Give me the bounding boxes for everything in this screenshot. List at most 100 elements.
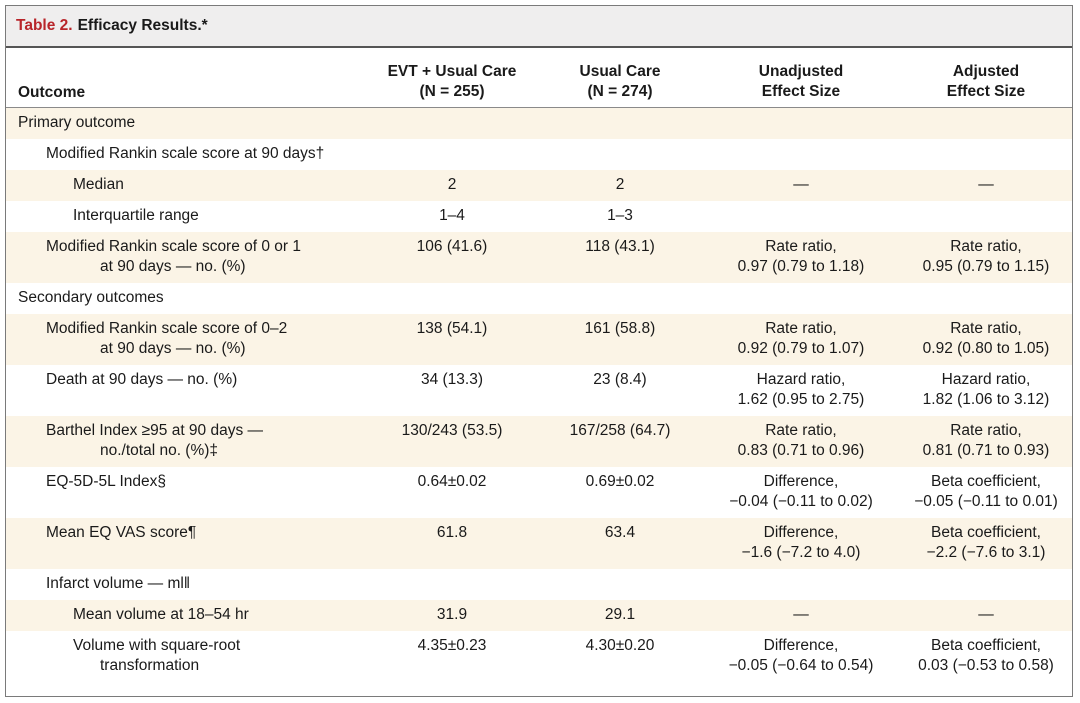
table-row: Median 2 2 — — <box>6 170 1072 201</box>
cell-line: 0.92 (0.79 to 1.07) <box>737 340 865 357</box>
cell-adjusted: Rate ratio, 0.81 (0.71 to 0.93) <box>891 421 1080 461</box>
cell-usual-care: 161 (58.8) <box>531 319 709 339</box>
table-row: Modified Rankin scale score at 90 days† <box>6 139 1072 170</box>
cell-line: 4.35±0.23 <box>417 637 487 654</box>
table-row: Death at 90 days — no. (%) 34 (13.3) 23 (8… <box>6 365 1072 416</box>
cell-line: — <box>978 176 994 193</box>
row-label-line: EQ-5D-5L Index§ <box>46 473 167 490</box>
cell-line: 1.82 (1.06 to 3.12) <box>922 391 1050 408</box>
row-label: Modified Rankin scale score at 90 days† <box>46 144 324 164</box>
cell-evt-usual-care: 34 (13.3) <box>358 370 546 390</box>
row-label-line: Mean EQ VAS score¶ <box>46 524 197 541</box>
cell-evt-usual-care: 1–4 <box>358 206 546 226</box>
cell-line: 1–4 <box>439 207 465 224</box>
table-row: Modified Rankin scale score of 0–2 at 90 … <box>6 314 1072 365</box>
cell-line: 167/258 (64.7) <box>569 422 671 439</box>
header-line: Effect Size <box>761 83 841 100</box>
cell-line: 1.62 (0.95 to 2.75) <box>737 391 865 408</box>
cell-line: — <box>978 606 994 623</box>
row-label-line: Primary outcome <box>18 114 136 131</box>
row-label-line: no./total no. (%)‡ <box>100 442 219 459</box>
table-row: Modified Rankin scale score of 0 or 1 at … <box>6 232 1072 283</box>
table-row: EQ-5D-5L Index§ 0.64±0.02 0.69±0.02 Differe… <box>6 467 1072 518</box>
row-label-line: Barthel Index ≥95 at 90 days — <box>46 422 264 439</box>
header-line: (N = 255) <box>419 83 485 100</box>
header-line: Unadjusted <box>758 63 844 80</box>
cell-line: 0.69±0.02 <box>585 473 655 490</box>
cell-line: −0.05 (−0.64 to 0.54) <box>728 657 874 674</box>
cell-line: 0.64±0.02 <box>417 473 487 490</box>
efficacy-table: Table 2. Efficacy Results.* Outcome EVT … <box>5 5 1073 697</box>
table-row: Secondary outcomes <box>6 283 1072 314</box>
cell-line: 0.97 (0.79 to 1.18) <box>737 258 865 275</box>
cell-line: — <box>793 606 809 623</box>
cell-evt-usual-care: 138 (54.1) <box>358 319 546 339</box>
cell-line: 138 (54.1) <box>416 320 488 337</box>
cell-unadjusted: Rate ratio, 0.92 (0.79 to 1.07) <box>706 319 896 359</box>
cell-usual-care: 4.30±0.20 <box>531 636 709 656</box>
table-row: Primary outcome <box>6 108 1072 139</box>
header-adjusted-effect-size: Adjusted Effect Size <box>891 62 1080 102</box>
cell-unadjusted: Hazard ratio, 1.62 (0.95 to 2.75) <box>706 370 896 410</box>
row-label-line: at 90 days — no. (%) <box>100 340 246 357</box>
cell-evt-usual-care: 61.8 <box>358 523 546 543</box>
cell-line: Rate ratio, <box>765 422 837 439</box>
cell-evt-usual-care: 0.64±0.02 <box>358 472 546 492</box>
table-row: Infarct volume — ml‖ <box>6 569 1072 600</box>
cell-line: Difference, <box>763 524 839 541</box>
table-row: Mean volume at 18–54 hr 31.9 29.1 — — <box>6 600 1072 631</box>
cell-line: Beta coefficient, <box>930 524 1041 541</box>
cell-line: Rate ratio, <box>765 238 837 255</box>
row-label: Infarct volume — ml‖ <box>46 574 190 594</box>
row-label-line: at 90 days — no. (%) <box>100 258 246 275</box>
table-name: Efficacy Results.* <box>77 17 208 34</box>
row-label: Mean volume at 18–54 hr <box>73 605 249 625</box>
cell-usual-care: 29.1 <box>531 605 709 625</box>
cell-line: Rate ratio, <box>950 422 1022 439</box>
row-label: Volume with square-root transformation <box>73 636 240 676</box>
cell-unadjusted: Difference, −0.04 (−0.11 to 0.02) <box>706 472 896 512</box>
cell-line: −0.05 (−0.11 to 0.01) <box>914 493 1058 510</box>
header-outcome: Outcome <box>18 84 86 101</box>
cell-line: 1–3 <box>607 207 633 224</box>
table-row: Interquartile range 1–4 1–3 <box>6 201 1072 232</box>
cell-line: 0.81 (0.71 to 0.93) <box>922 442 1050 459</box>
cell-line: 130/243 (53.5) <box>401 422 503 439</box>
row-label: Death at 90 days — no. (%) <box>46 370 237 390</box>
table-title: Table 2. Efficacy Results.* <box>6 6 1072 48</box>
cell-usual-care: 2 <box>531 175 709 195</box>
header-line: (N = 274) <box>587 83 653 100</box>
cell-line: 2 <box>615 176 625 193</box>
cell-line: 118 (43.1) <box>585 238 655 255</box>
cell-line: 106 (41.6) <box>416 238 488 255</box>
row-label-line: Modified Rankin scale score at 90 days† <box>46 145 325 162</box>
cell-adjusted: Rate ratio, 0.92 (0.80 to 1.05) <box>891 319 1080 359</box>
cell-line: 2 <box>447 176 457 193</box>
cell-line: 23 (8.4) <box>593 371 647 388</box>
cell-unadjusted: — <box>706 175 896 195</box>
cell-usual-care: 63.4 <box>531 523 709 543</box>
cell-adjusted: Beta coefficient, −0.05 (−0.11 to 0.01) <box>891 472 1080 512</box>
cell-evt-usual-care: 31.9 <box>358 605 546 625</box>
cell-unadjusted: Rate ratio, 0.97 (0.79 to 1.18) <box>706 237 896 277</box>
cell-evt-usual-care: 106 (41.6) <box>358 237 546 257</box>
row-label: Secondary outcomes <box>18 288 164 308</box>
table-row: Mean EQ VAS score¶ 61.8 63.4 Difference, −1.… <box>6 518 1072 569</box>
cell-usual-care: 167/258 (64.7) <box>531 421 709 441</box>
row-label-line: Modified Rankin scale score of 0–2 <box>46 320 288 337</box>
row-label-line: Interquartile range <box>73 207 199 224</box>
row-label-line: Mean volume at 18–54 hr <box>73 606 249 623</box>
table-body: Primary outcome Modified Rankin scale sco… <box>6 108 1072 682</box>
cell-line: Difference, <box>763 637 839 654</box>
row-label-line: transformation <box>100 657 200 674</box>
cell-line: Rate ratio, <box>950 320 1022 337</box>
row-label-line: Secondary outcomes <box>18 289 164 306</box>
row-label: Median <box>73 175 124 195</box>
cell-adjusted: Beta coefficient, 0.03 (−0.53 to 0.58) <box>891 636 1080 676</box>
cell-usual-care: 0.69±0.02 <box>531 472 709 492</box>
cell-line: Rate ratio, <box>765 320 837 337</box>
row-label-line: Infarct volume — ml‖ <box>46 575 191 592</box>
cell-line: Beta coefficient, <box>930 637 1041 654</box>
cell-line: 31.9 <box>436 606 468 623</box>
row-label-line: Modified Rankin scale score of 0 or 1 <box>46 238 302 255</box>
